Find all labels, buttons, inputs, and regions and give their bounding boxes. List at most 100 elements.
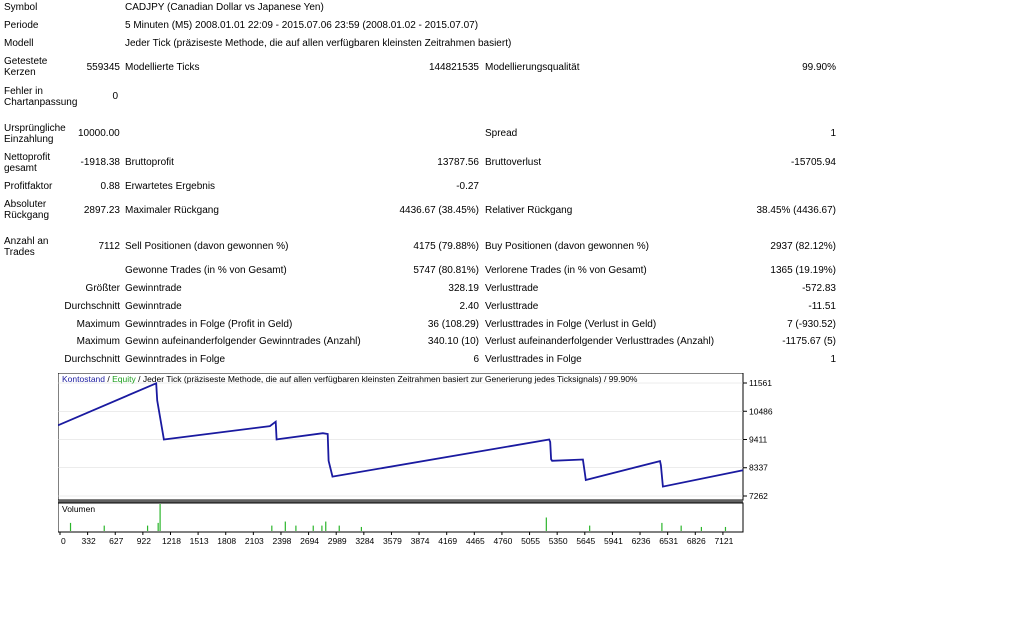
x-tick-label: 1808 [217, 536, 236, 546]
x-tick-label: 3579 [383, 536, 402, 546]
ticks-modelled-label: Modellierte Ticks [125, 62, 200, 73]
largest-loss-label: Verlusttrade [485, 283, 539, 294]
expected-payoff-value: -0.27 [456, 181, 479, 192]
short-positions-label: Sell Positionen (davon gewonnen %) [125, 241, 289, 252]
largest-profit-label: Gewinntrade [125, 283, 182, 294]
x-tick-label: 2989 [328, 536, 347, 546]
total-trades-label-2: Trades [4, 247, 35, 258]
x-tick-label: 7121 [714, 536, 733, 546]
profit-trades-label: Gewonne Trades (in % von Gesamt) [125, 265, 287, 276]
x-tick-label: 3874 [411, 536, 430, 546]
relative-drawdown-value: 38.45% (4436.67) [756, 205, 836, 216]
volume-plot-frame [57, 502, 744, 533]
x-tick-label: 5645 [576, 536, 595, 546]
period-label: Periode [4, 20, 39, 31]
loss-trades-label: Verlorene Trades (in % von Gesamt) [485, 265, 647, 276]
chart-header-equity: Equity [112, 374, 136, 384]
maximal-drawdown-value: 4436.67 (38.45%) [399, 205, 479, 216]
initial-deposit-value: 10000.00 [78, 128, 120, 139]
gross-loss-label: Bruttoverlust [485, 157, 542, 168]
average-loss-value: -11.51 [808, 301, 836, 312]
chart-header-rest: / Jeder Tick (präziseste Methode, die au… [136, 374, 638, 384]
max-consecutive-amount-prefix: Maximum [76, 336, 120, 347]
net-profit-label-2: gesamt [4, 163, 37, 174]
y-tick-label: 10486 [749, 406, 773, 416]
initial-deposit-label-2: Einzahlung [4, 134, 54, 145]
x-tick-label: 4169 [438, 536, 457, 546]
maximal-drawdown-label: Maximaler Rückgang [125, 205, 219, 216]
max-consecutive-win-label: Gewinntrades in Folge (Profit in Geld) [125, 319, 293, 330]
main-plot-frame [57, 372, 744, 501]
initial-deposit-label-1: Ursprüngliche [4, 123, 66, 134]
largest-prefix: Größter [85, 283, 120, 294]
x-tick-label: 627 [109, 536, 123, 546]
x-tick-label: 6826 [687, 536, 706, 546]
gross-profit-label: Bruttoprofit [125, 157, 174, 168]
expected-payoff-label: Erwartetes Ergebnis [125, 181, 216, 192]
x-tick-label: 6531 [659, 536, 678, 546]
long-positions-value: 2937 (82.12%) [770, 241, 836, 252]
net-profit-label-1: Nettoprofit [4, 152, 51, 163]
symbol-value: CADJPY (Canadian Dollar vs Japanese Yen) [125, 2, 324, 13]
x-tick-label: 4760 [493, 536, 512, 546]
relative-drawdown-label: Relativer Rückgang [485, 205, 573, 216]
x-tick-label: 5350 [549, 536, 568, 546]
max-consecutive-prefix: Maximum [76, 319, 120, 330]
balance-line [57, 381, 744, 488]
max-consecutive-loss-label: Verlusttrades in Folge (Verlust in Geld) [485, 319, 657, 330]
net-profit-value: -1918.38 [80, 157, 120, 168]
x-tick-label: 6236 [632, 536, 651, 546]
x-tick-label: 2103 [245, 536, 264, 546]
average-loss-label: Verlusttrade [485, 301, 539, 312]
largest-profit-value: 328.19 [448, 283, 479, 294]
x-tick-label: 5941 [604, 536, 623, 546]
mismatched-errors-label-1: Fehler in [4, 86, 43, 97]
gross-loss-value: -15705.94 [790, 157, 836, 168]
gross-profit-value: 13787.56 [437, 157, 479, 168]
max-consecutive-win-value: 36 (108.29) [427, 319, 479, 330]
average-prefix: Durchschnitt [64, 301, 120, 312]
total-trades-label-1: Anzahl an [4, 236, 49, 247]
x-tick-label: 332 [82, 536, 96, 546]
period-value: 5 Minuten (M5) 2008.01.01 22:09 - 2015.0… [125, 20, 479, 31]
bars-tested-label-2: Kerzen [4, 67, 36, 78]
max-consecutive-amount-win-label: Gewinn aufeinanderfolgender Gewinntrades… [125, 336, 361, 347]
bars-tested-value: 559345 [86, 62, 120, 73]
volume-label: Volumen [62, 504, 95, 514]
y-tick-label: 9411 [749, 435, 768, 445]
largest-loss-value: -572.83 [802, 283, 836, 294]
loss-trades-value: 1365 (19.19%) [770, 265, 836, 276]
bars-tested-label-1: Getestete [4, 56, 48, 67]
max-consecutive-amount-loss-value: -1175.67 (5) [782, 336, 836, 347]
average-consecutive-win-value: 6 [473, 354, 479, 365]
x-tick-label: 1218 [162, 536, 181, 546]
chart-header-sep: / [105, 374, 112, 384]
x-tick-label: 3284 [355, 536, 374, 546]
profit-factor-label: Profitfaktor [4, 181, 53, 192]
y-tick-label: 8337 [749, 463, 768, 473]
x-tick-label: 0 [61, 536, 66, 546]
ticks-modelled-value: 144821535 [428, 62, 479, 73]
absolute-drawdown-value: 2897.23 [83, 205, 120, 216]
spread-label: Spread [485, 128, 518, 139]
model-value: Jeder Tick (präziseste Methode, die auf … [125, 38, 512, 49]
model-label: Modell [4, 38, 34, 49]
profit-factor-value: 0.88 [100, 181, 120, 192]
short-positions-value: 4175 (79.88%) [413, 241, 479, 252]
average-consecutive-prefix: Durchschnitt [64, 354, 120, 365]
mismatched-errors-label-2: Chartanpassung [4, 97, 78, 108]
chart-header: Kontostand / Equity / Jeder Tick (präzis… [62, 374, 638, 384]
mismatched-errors-value: 0 [112, 91, 118, 102]
average-consecutive-win-label: Gewinntrades in Folge [125, 354, 226, 365]
symbol-label: Symbol [4, 2, 38, 13]
spread-value: 1 [830, 128, 836, 139]
average-consecutive-loss-label: Verlusttrades in Folge [485, 354, 582, 365]
panel-separator [58, 500, 743, 503]
x-tick-label: 5055 [521, 536, 540, 546]
modelling-quality-value: 99.90% [802, 62, 836, 73]
absolute-drawdown-label-2: Rückgang [4, 210, 50, 221]
total-trades-value: 7112 [98, 241, 120, 252]
average-profit-value: 2.40 [459, 301, 479, 312]
x-tick-label: 2694 [300, 536, 319, 546]
balance-chart-panel: Kontostand / Equity / Jeder Tick (präzis… [57, 372, 783, 552]
